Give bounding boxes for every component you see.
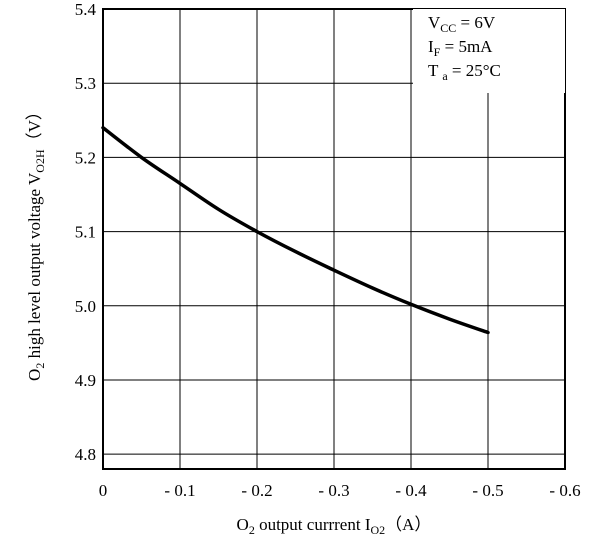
x-tick-label: - 0.3 bbox=[318, 481, 349, 500]
x-tick-label: - 0.5 bbox=[472, 481, 503, 500]
y-axis-label: O2 high level output voltage VO2H（V） bbox=[25, 103, 47, 381]
y-tick-label: 4.9 bbox=[75, 371, 96, 390]
grid bbox=[103, 9, 565, 469]
condition-line: T a = 25°C bbox=[428, 61, 501, 83]
x-tick-labels: 0 - 0.1 - 0.2 - 0.3 - 0.4 - 0.5 - 0.6 bbox=[99, 481, 581, 500]
y-tick-label: 5.3 bbox=[75, 74, 96, 93]
y-tick-label: 5.4 bbox=[75, 0, 97, 19]
y-tick-labels: 5.4 5.3 5.2 5.1 5.0 4.9 4.8 bbox=[75, 0, 97, 464]
x-tick-label: - 0.6 bbox=[549, 481, 580, 500]
y-tick-label: 5.1 bbox=[75, 223, 96, 242]
plot-frame bbox=[102, 8, 566, 470]
series-line bbox=[101, 125, 490, 335]
condition-line: IF = 5mA bbox=[428, 37, 493, 59]
x-tick-label: - 0.1 bbox=[164, 481, 195, 500]
x-tick-label: 0 bbox=[99, 481, 108, 500]
x-axis-label: O2 output currrent IO2（A） bbox=[237, 515, 432, 537]
y-tick-label: 5.2 bbox=[75, 148, 96, 167]
y-tick-label: 4.8 bbox=[75, 445, 96, 464]
condition-line: VCC = 6V bbox=[428, 13, 496, 35]
y-tick-label: 5.0 bbox=[75, 297, 96, 316]
x-tick-label: - 0.2 bbox=[241, 481, 272, 500]
x-tick-label: - 0.4 bbox=[395, 481, 427, 500]
